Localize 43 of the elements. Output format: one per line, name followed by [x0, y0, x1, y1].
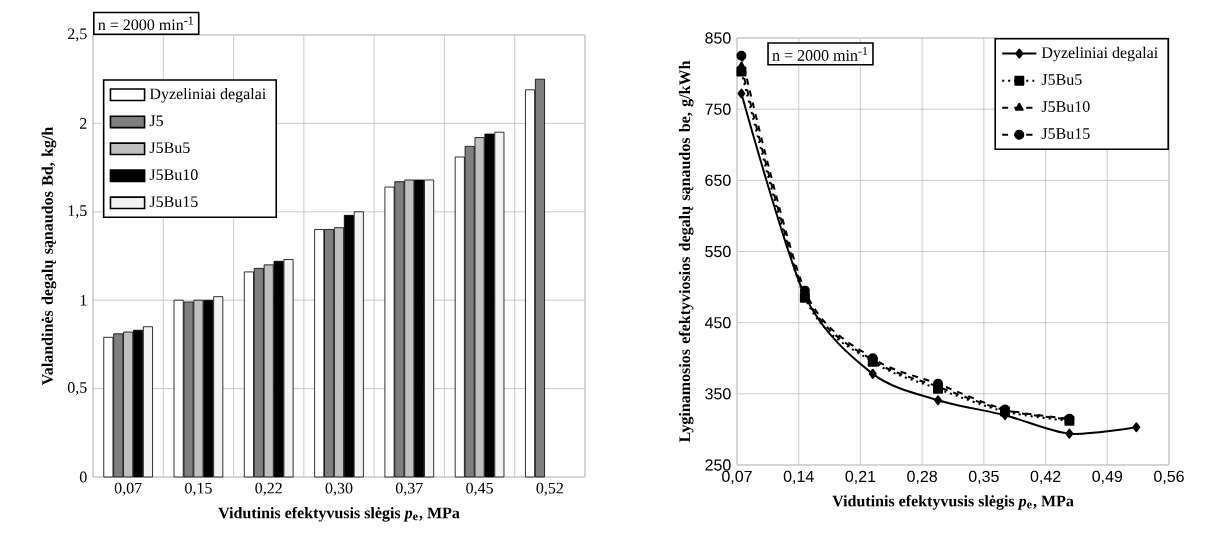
y-tick-label: 0 — [79, 471, 87, 483]
y-tick-label: 450 — [704, 317, 731, 329]
legend-label: J5Bu10 — [149, 169, 198, 181]
legend-label: Dyzeliniai degalai — [149, 88, 266, 103]
y-tick-label: 750 — [705, 103, 731, 115]
x-tick-label: 0,45 — [466, 482, 493, 496]
x-tick-label: 0,35 — [968, 470, 999, 484]
x-tick-label: 0,15 — [185, 482, 212, 496]
y-tick-label: 550 — [705, 245, 731, 258]
y-tick-label: 1 — [80, 294, 87, 306]
legend-label: J5Bu10 — [1041, 101, 1090, 112]
annotation: n = 2000 min$^{-1}$ — [772, 47, 868, 61]
x-tick-label: 0,37 — [395, 482, 423, 496]
legend-label: J5Bu5 — [1041, 74, 1082, 85]
x-tick-label: 0,07 — [114, 482, 142, 496]
y-tick-label: 2,5 — [67, 28, 87, 42]
legend-label: J5Bu15 — [1041, 128, 1090, 139]
x-tick-label: 0,30 — [325, 482, 353, 496]
legend-label: J5 — [149, 115, 163, 127]
y-tick-label: 350 — [705, 388, 731, 400]
x-tick-label: 0,49 — [1092, 470, 1123, 484]
x-axis-title: Vidutinis efektyvusis slėgis p$_{e}$, MPa — [832, 495, 1074, 510]
legend-label: J5Bu15 — [149, 196, 198, 208]
y-tick-label: 1,5 — [68, 205, 87, 219]
y-tick-label: 0,5 — [67, 382, 87, 396]
x-tick-label: 0,22 — [255, 482, 282, 496]
text: n = 2000 min$^{-1}$ — [98, 16, 193, 31]
x-tick-label: 0,42 — [1030, 470, 1061, 484]
y-tick-label: 650 — [705, 174, 731, 186]
x-tick-label: 0,21 — [845, 470, 876, 484]
legend-label: Dyzeliniai degalai — [1041, 46, 1158, 62]
y-axis-title: Lyginamosios efektyviosios degalų sąnaudos be, g/kWh — [678, 60, 694, 443]
x-tick-label: 0,07 — [722, 470, 752, 484]
x-tick-label: 0,56 — [1154, 470, 1184, 484]
x-axis-title: Vidutinis efektyvusis slėgis p$_{e}$, MPa — [218, 506, 460, 522]
legend-label: J5Bu5 — [149, 142, 190, 154]
x-tick-label: 0,28 — [907, 470, 937, 484]
x-tick-label: 0,14 — [783, 470, 814, 484]
y-tick-label: 850 — [705, 32, 731, 44]
y-axis-title: Valandinės degalų sąnaudos Bd, kg/h — [41, 126, 57, 386]
y-tick-label: 250 — [705, 459, 731, 471]
x-tick-label: 0,52 — [536, 482, 563, 496]
y-tick-label: 2 — [79, 118, 87, 129]
